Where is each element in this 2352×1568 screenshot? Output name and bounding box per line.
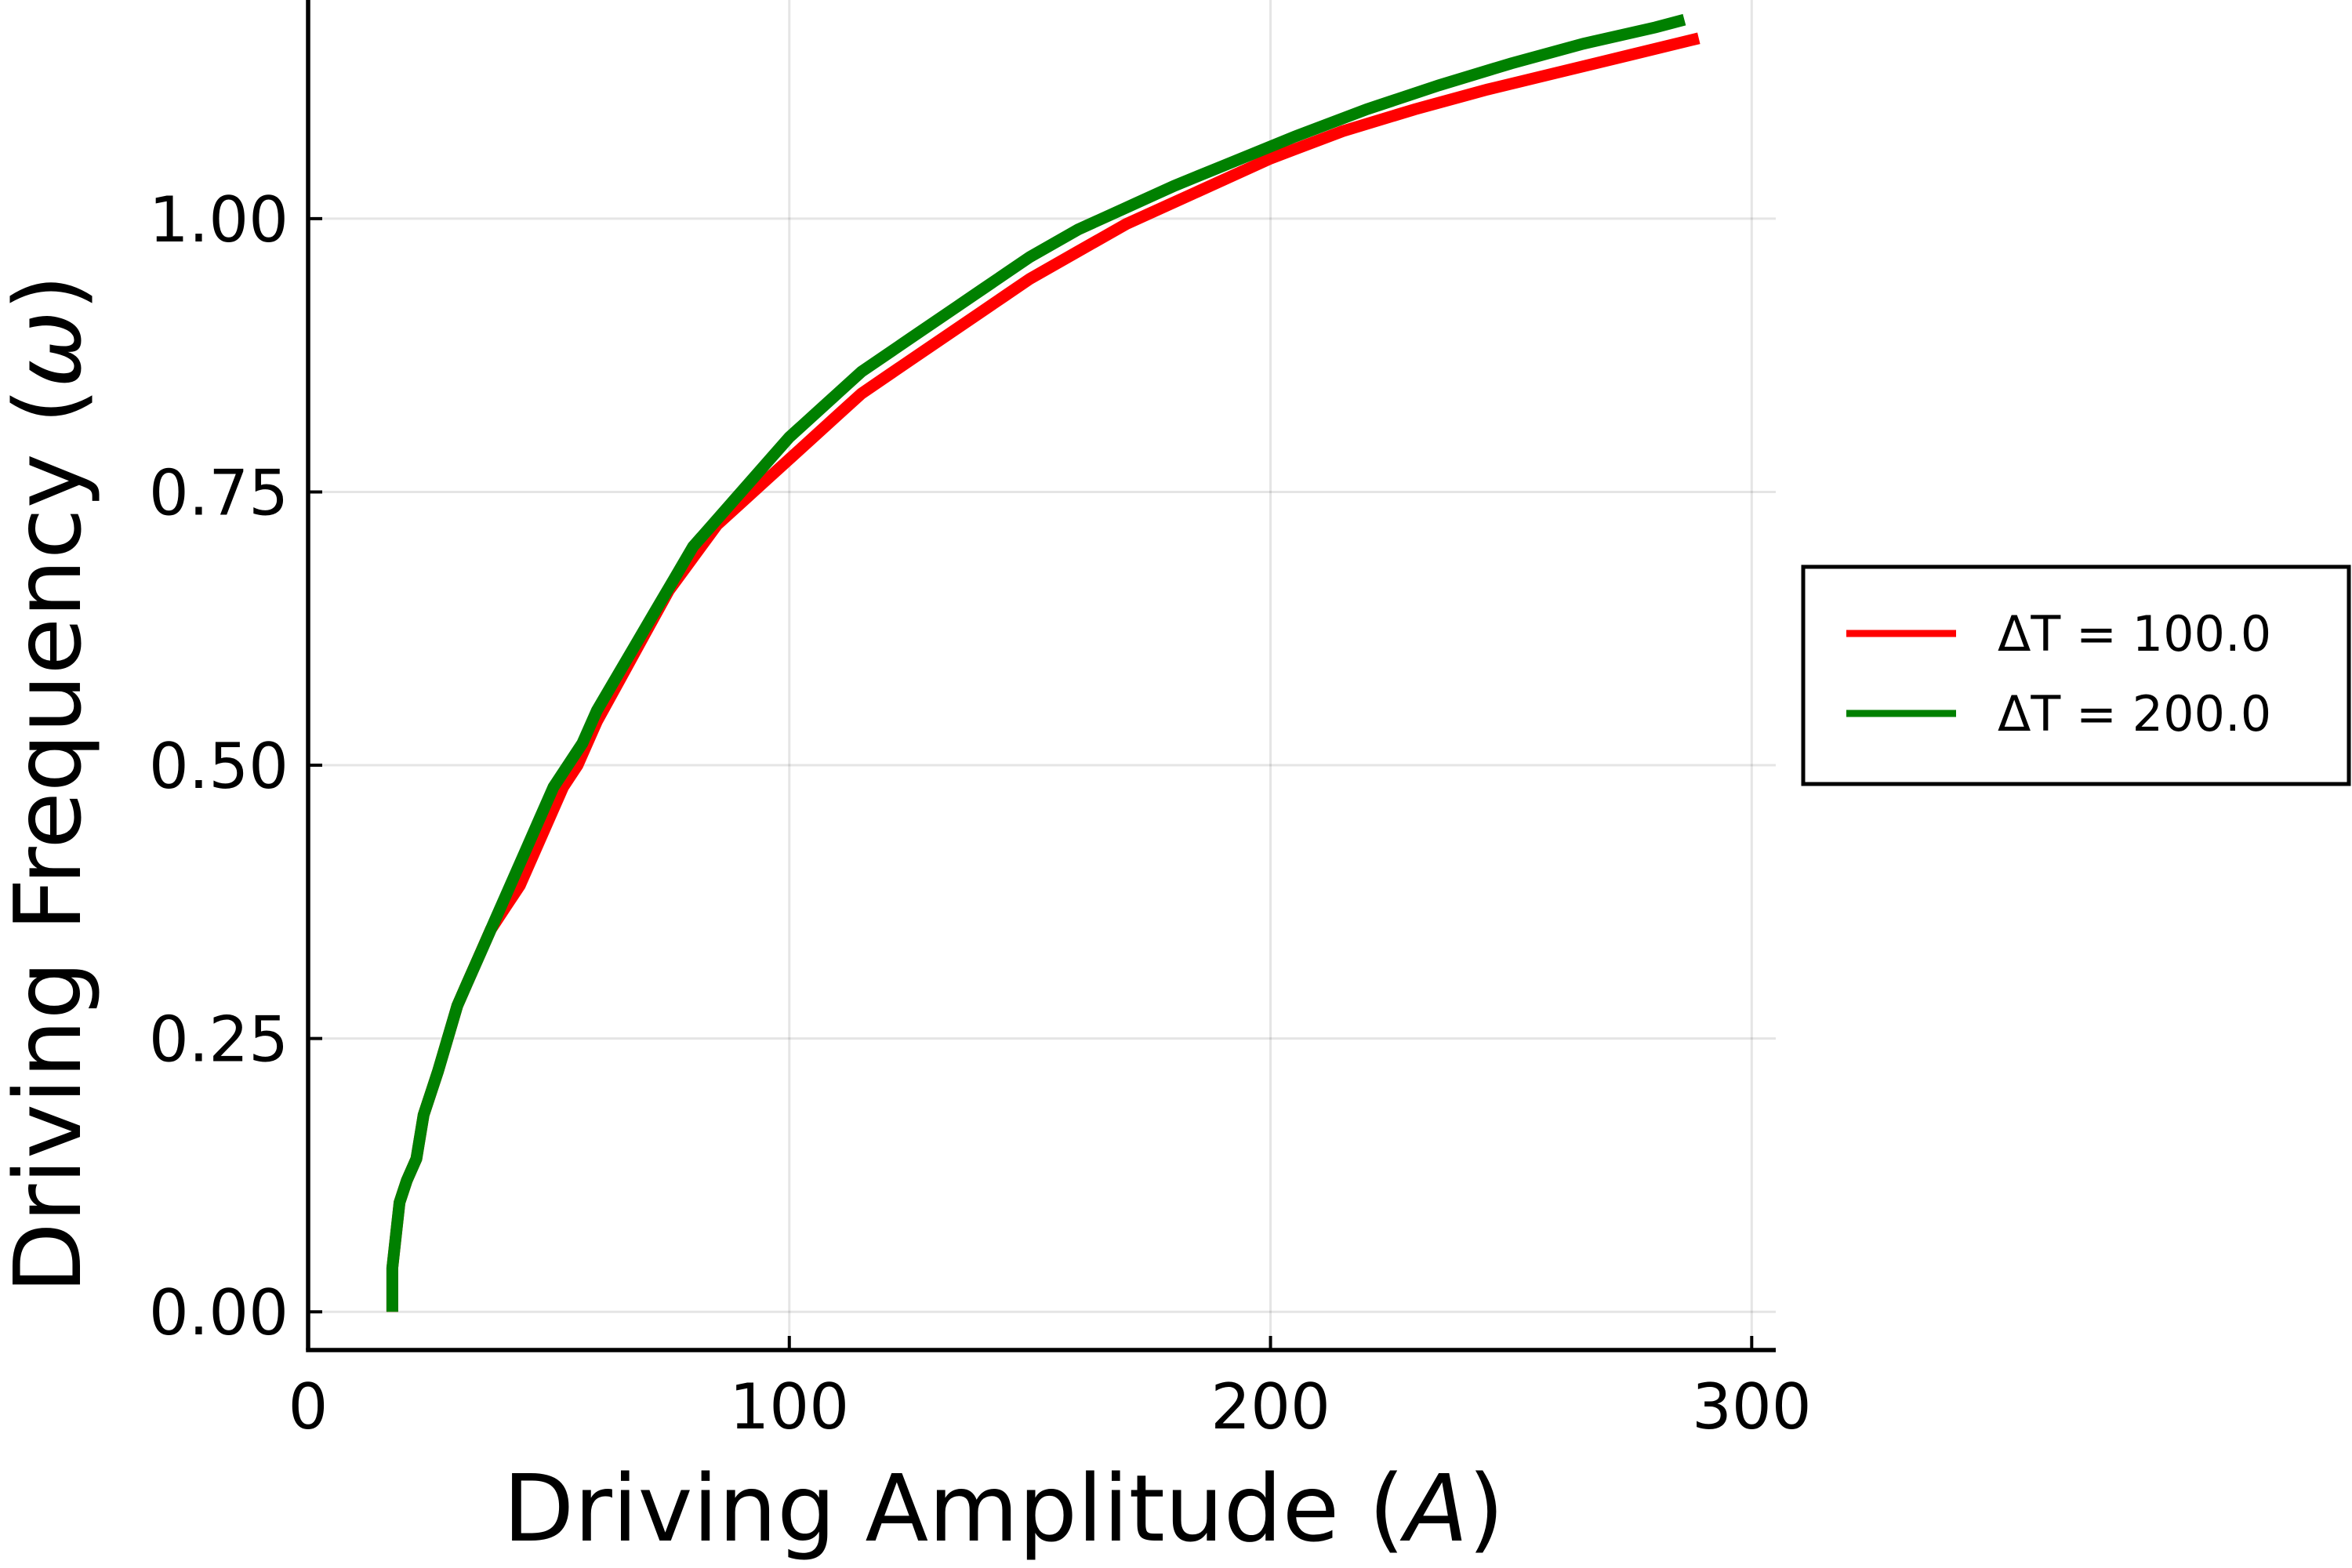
y-tick-label: 0.00 xyxy=(149,1276,289,1349)
legend: ΔT = 100.0 ΔT = 200.0 xyxy=(1801,564,2351,786)
y-tick-label: 0.50 xyxy=(149,730,289,803)
axes xyxy=(306,0,1776,1352)
series-line-dt-200 xyxy=(386,13,1686,1312)
x-axis-variable: A xyxy=(1399,1454,1468,1563)
legend-label-dt-200: ΔT = 200.0 xyxy=(1998,685,2271,742)
x-tick-label: 200 xyxy=(1210,1370,1330,1443)
series-group xyxy=(386,13,1700,1312)
x-tick-label: 0 xyxy=(289,1370,328,1443)
y-tick-label: 0.75 xyxy=(149,456,289,529)
y-tick-label: 1.00 xyxy=(149,183,289,256)
x-tick-label: 300 xyxy=(1692,1370,1812,1443)
y-axis-title: Driving Frequency (ω) xyxy=(0,274,102,1294)
y-axis-variable: ω xyxy=(0,310,102,388)
tick-labels: 0 100 200 300 0.00 0.25 0.50 0.75 1.00 xyxy=(149,183,1812,1443)
x-tick-label: 100 xyxy=(729,1370,849,1443)
x-axis-title: Driving Amplitude (A) xyxy=(503,1454,1504,1563)
legend-label-dt-100: ΔT = 100.0 xyxy=(1998,605,2271,662)
legend-box xyxy=(1801,564,2351,786)
y-tick-label: 0.25 xyxy=(149,1004,289,1076)
